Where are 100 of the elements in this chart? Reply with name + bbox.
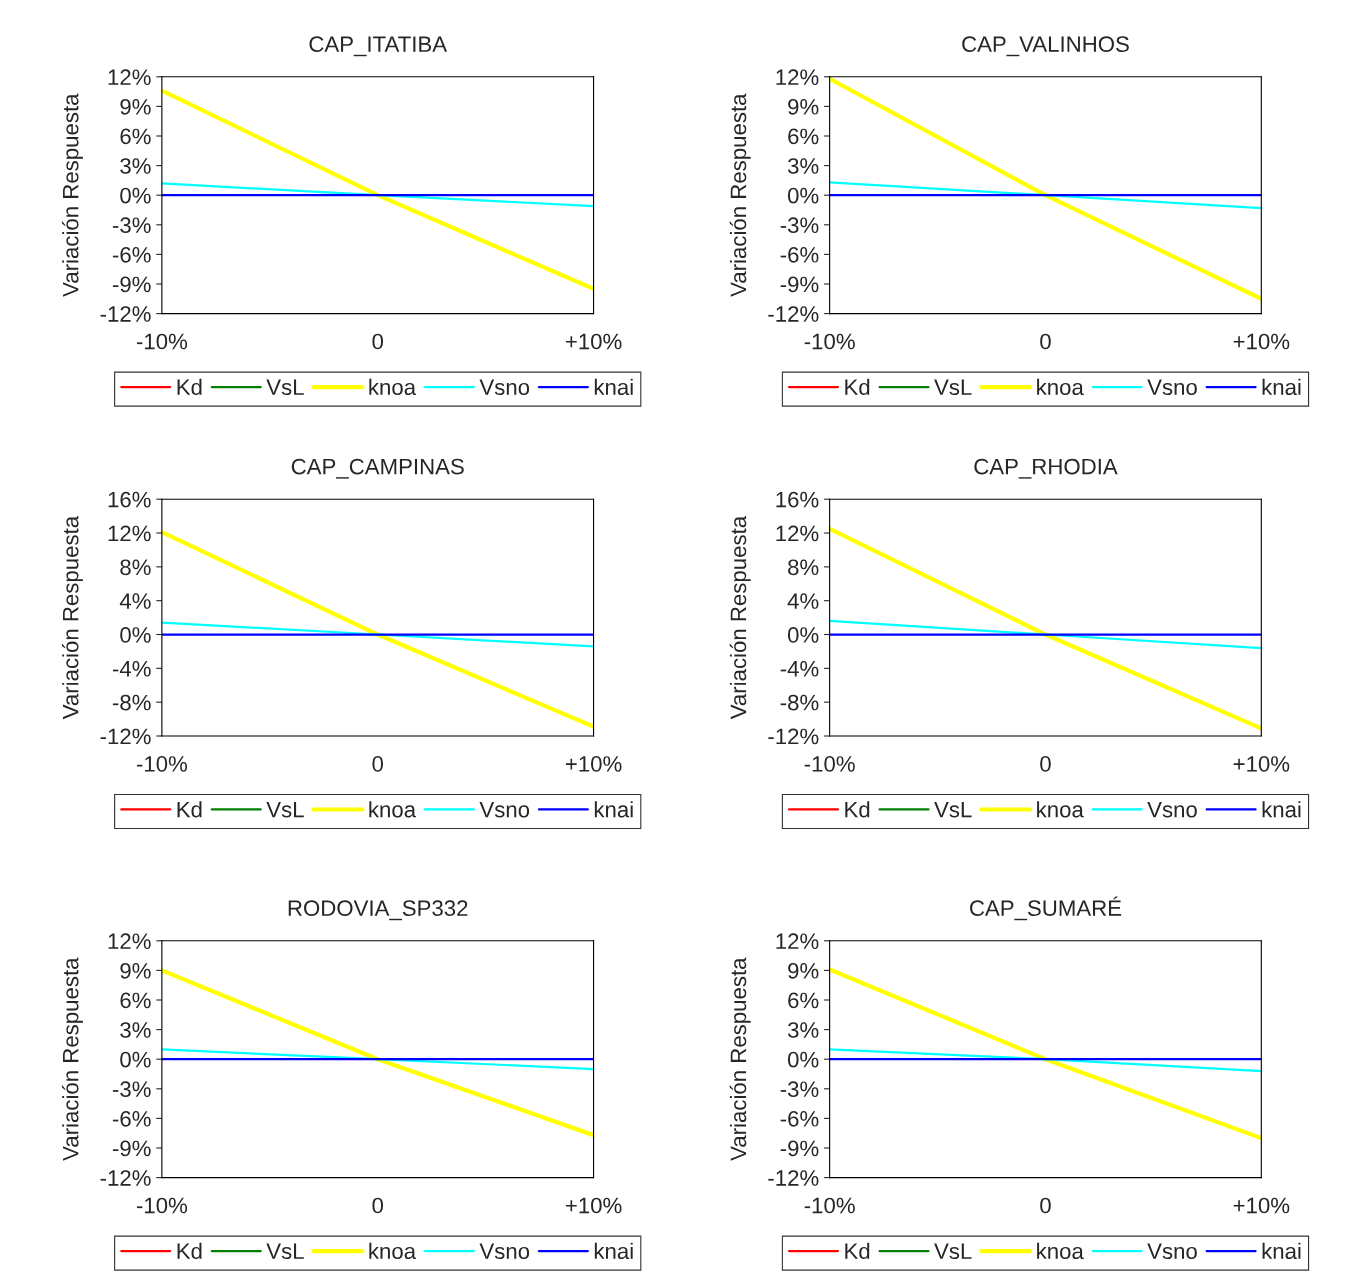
y-tick-label: 4% — [119, 593, 151, 609]
legend-label: VsL — [266, 801, 304, 818]
x-tick-label: +10% — [565, 1197, 622, 1214]
chart-title: CAP_ITATIBA — [309, 36, 448, 57]
legend-label: knoa — [1037, 801, 1084, 818]
legend-label: Vsno — [479, 1243, 530, 1260]
chart-title: RODOVIA_SP332 — [288, 900, 468, 921]
legend-label: Vsno — [1147, 801, 1197, 818]
x-tick-label: 0 — [372, 1197, 384, 1214]
x-tick-label: -10% — [804, 1197, 855, 1214]
x-tick-label: -10% — [804, 756, 855, 772]
y-tick-label: -9% — [780, 276, 819, 293]
x-tick-label: 0 — [372, 333, 384, 350]
y-tick-label: 16% — [776, 491, 819, 508]
y-tick-label: -12% — [768, 728, 819, 745]
x-tick-label: -10% — [136, 756, 188, 772]
y-tick-label: -12% — [100, 728, 151, 745]
chart-title: CAP_CAMPINAS — [291, 458, 464, 479]
y-tick-label: 12% — [776, 525, 819, 542]
y-tick-label: 0% — [787, 1051, 819, 1068]
y-axis-title: Variación Respuesta — [729, 515, 751, 720]
y-tick-label: 16% — [108, 491, 151, 508]
legend-label: Vsno — [479, 379, 530, 396]
chart-title: CAP_SUMARÉ — [970, 896, 1122, 921]
y-tick-label: -12% — [768, 1170, 819, 1186]
x-tick-label: 0 — [1040, 756, 1051, 772]
y-tick-label: 0% — [120, 187, 151, 204]
y-tick-label: 0% — [120, 1051, 151, 1068]
y-axis-title: Variación Respuesta — [729, 957, 751, 1161]
y-tick-label: -4% — [780, 660, 819, 677]
y-tick-label: 3% — [120, 1022, 151, 1038]
y-tick-label: 3% — [787, 1022, 819, 1038]
x-tick-label: 0 — [1040, 333, 1051, 350]
y-tick-label: 0% — [120, 627, 151, 643]
y-tick-label: -9% — [780, 1140, 819, 1157]
y-tick-label: 12% — [108, 525, 151, 542]
y-tick-label: 12% — [108, 933, 151, 949]
y-tick-label: 3% — [120, 158, 151, 174]
y-tick-label: -6% — [780, 246, 819, 263]
y-tick-label: -3% — [780, 217, 819, 234]
y-tick-label: -12% — [768, 306, 819, 322]
legend-label: Kd — [845, 1242, 870, 1260]
y-tick-label: -6% — [112, 246, 151, 263]
y-tick-label: 9% — [788, 98, 819, 115]
legend-label: Vsno — [1147, 379, 1197, 396]
legend-label: knai — [1262, 1242, 1301, 1260]
chart-title: CAP_VALINHOS — [962, 36, 1129, 57]
legend-label: knoa — [1037, 1242, 1084, 1260]
y-tick-label: 9% — [120, 962, 151, 979]
legend-label: knai — [1262, 378, 1301, 396]
y-tick-label: -6% — [112, 1110, 151, 1127]
y-tick-label: 6% — [788, 128, 819, 145]
y-tick-label: 0% — [787, 187, 819, 204]
x-tick-label: -10% — [136, 1197, 188, 1214]
legend-label: Kd — [177, 1242, 202, 1260]
x-tick-label: +10% — [565, 333, 622, 350]
legend-label: VsL — [266, 1243, 304, 1260]
x-tick-label: +10% — [565, 756, 622, 772]
x-tick-label: +10% — [1233, 756, 1290, 772]
y-tick-label: -12% — [100, 1170, 151, 1186]
y-tick-label: -9% — [112, 276, 151, 293]
y-tick-label: -8% — [112, 694, 151, 711]
legend-label: Vsno — [479, 801, 530, 818]
chart-title: CAP_RHODIA — [974, 458, 1118, 479]
y-tick-label: -12% — [100, 306, 151, 322]
y-tick-label: 12% — [776, 933, 819, 949]
y-tick-label: 0% — [787, 627, 819, 643]
legend-label: knoa — [369, 378, 417, 396]
y-axis-title: Variación Respuesta — [61, 93, 83, 297]
y-tick-label: 12% — [776, 69, 819, 85]
legend-label: VsL — [934, 1243, 972, 1260]
x-tick-label: 0 — [372, 756, 384, 772]
y-tick-label: -3% — [112, 1081, 151, 1098]
y-tick-label: 3% — [787, 158, 819, 174]
y-tick-label: 6% — [120, 992, 151, 1009]
legend-label: knoa — [1037, 378, 1084, 396]
y-tick-label: 8% — [788, 559, 819, 576]
y-axis-title: Variación Respuesta — [729, 93, 751, 297]
legend-label: VsL — [934, 801, 972, 818]
legend-label: Kd — [845, 801, 870, 818]
legend-label: Kd — [177, 801, 202, 818]
x-tick-label: +10% — [1233, 333, 1290, 350]
legend-label: knai — [1262, 801, 1301, 818]
x-tick-label: -10% — [136, 333, 188, 350]
y-tick-label: -4% — [112, 660, 151, 677]
y-tick-label: 4% — [787, 593, 819, 609]
legend-label: VsL — [266, 379, 304, 396]
y-tick-label: -3% — [780, 1081, 819, 1098]
legend-label: knai — [594, 1242, 633, 1260]
legend-label: Kd — [177, 378, 202, 396]
x-tick-label: -10% — [804, 333, 855, 350]
y-tick-label: -6% — [780, 1110, 819, 1127]
legend-label: knoa — [369, 801, 417, 818]
legend-label: knoa — [369, 1242, 417, 1260]
y-tick-label: 8% — [120, 559, 151, 576]
y-tick-label: -8% — [780, 694, 819, 711]
y-tick-label: 6% — [788, 992, 819, 1009]
legend-label: Kd — [845, 378, 870, 396]
y-tick-label: 9% — [120, 98, 151, 115]
y-tick-label: 9% — [788, 962, 819, 979]
